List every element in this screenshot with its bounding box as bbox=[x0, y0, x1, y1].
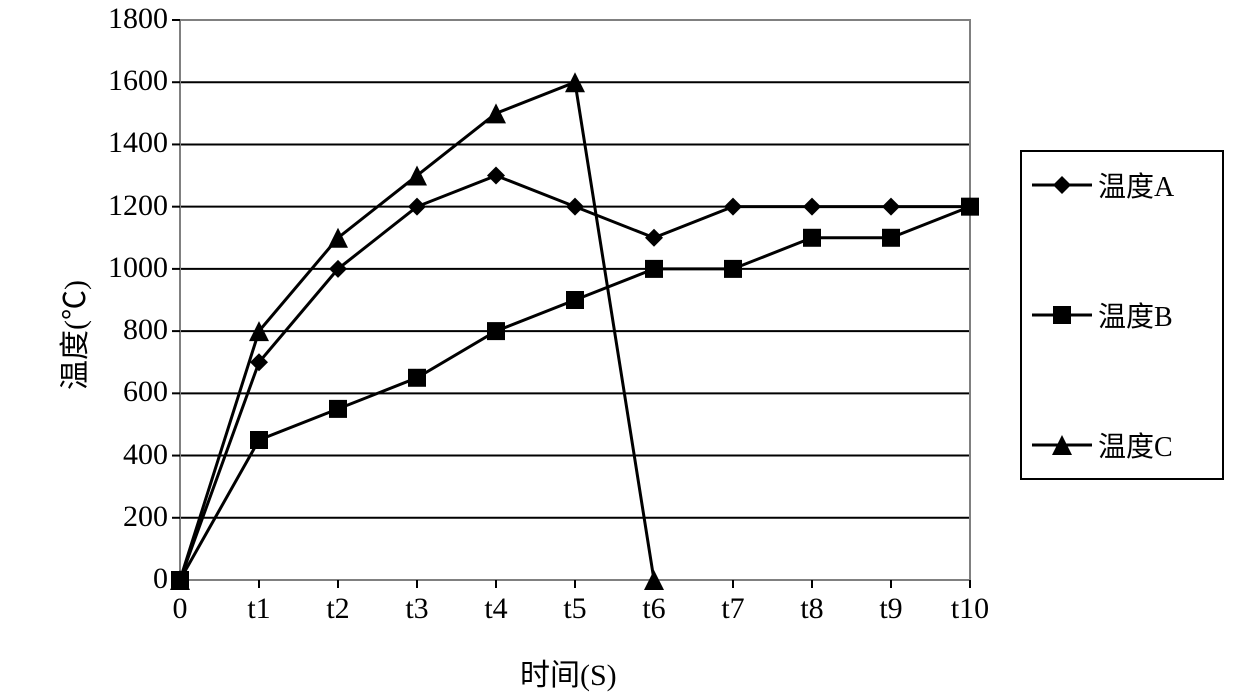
y-tick-label: 1000 bbox=[108, 251, 168, 285]
legend-swatch bbox=[1032, 433, 1092, 457]
legend-item: 温度A bbox=[1032, 170, 1212, 200]
legend-label: 温度B bbox=[1098, 295, 1173, 335]
legend-swatch bbox=[1032, 303, 1092, 327]
y-tick-label: 0 bbox=[153, 562, 168, 596]
y-tick-label: 200 bbox=[123, 500, 168, 534]
y-tick-label: 1600 bbox=[108, 64, 168, 98]
y-tick-label: 1200 bbox=[108, 189, 168, 223]
x-tick-label: t9 bbox=[861, 592, 921, 626]
x-tick-label: t5 bbox=[545, 592, 605, 626]
x-tick-label: t6 bbox=[624, 592, 684, 626]
y-tick-label: 600 bbox=[123, 375, 168, 409]
legend-swatch bbox=[1032, 173, 1092, 197]
y-axis-label: 温度(℃) bbox=[50, 280, 94, 390]
x-tick-label: t3 bbox=[387, 592, 447, 626]
y-tick-label: 1800 bbox=[108, 2, 168, 36]
legend-item: 温度C bbox=[1032, 430, 1212, 460]
x-tick-label: t1 bbox=[229, 592, 289, 626]
x-tick-label: t10 bbox=[940, 592, 1000, 626]
y-tick-label: 1400 bbox=[108, 126, 168, 160]
x-tick-label: t8 bbox=[782, 592, 842, 626]
legend-label: 温度A bbox=[1098, 165, 1174, 205]
x-axis-label: 时间(S) bbox=[520, 650, 617, 694]
chart-plot bbox=[180, 20, 970, 580]
legend-item: 温度B bbox=[1032, 300, 1212, 330]
x-tick-label: t2 bbox=[308, 592, 368, 626]
chart-container: 0 200 400 600 800 1000 1200 1400 1600 1800 0 t1 t2 t… bbox=[0, 0, 1240, 698]
y-tick-label: 400 bbox=[123, 438, 168, 472]
x-tick-label: t7 bbox=[703, 592, 763, 626]
x-tick-label: 0 bbox=[150, 592, 210, 626]
x-tick-label: t4 bbox=[466, 592, 526, 626]
legend: 温度A 温度B 温度C bbox=[1020, 150, 1224, 480]
y-tick-label: 800 bbox=[123, 313, 168, 347]
legend-label: 温度C bbox=[1098, 425, 1173, 465]
